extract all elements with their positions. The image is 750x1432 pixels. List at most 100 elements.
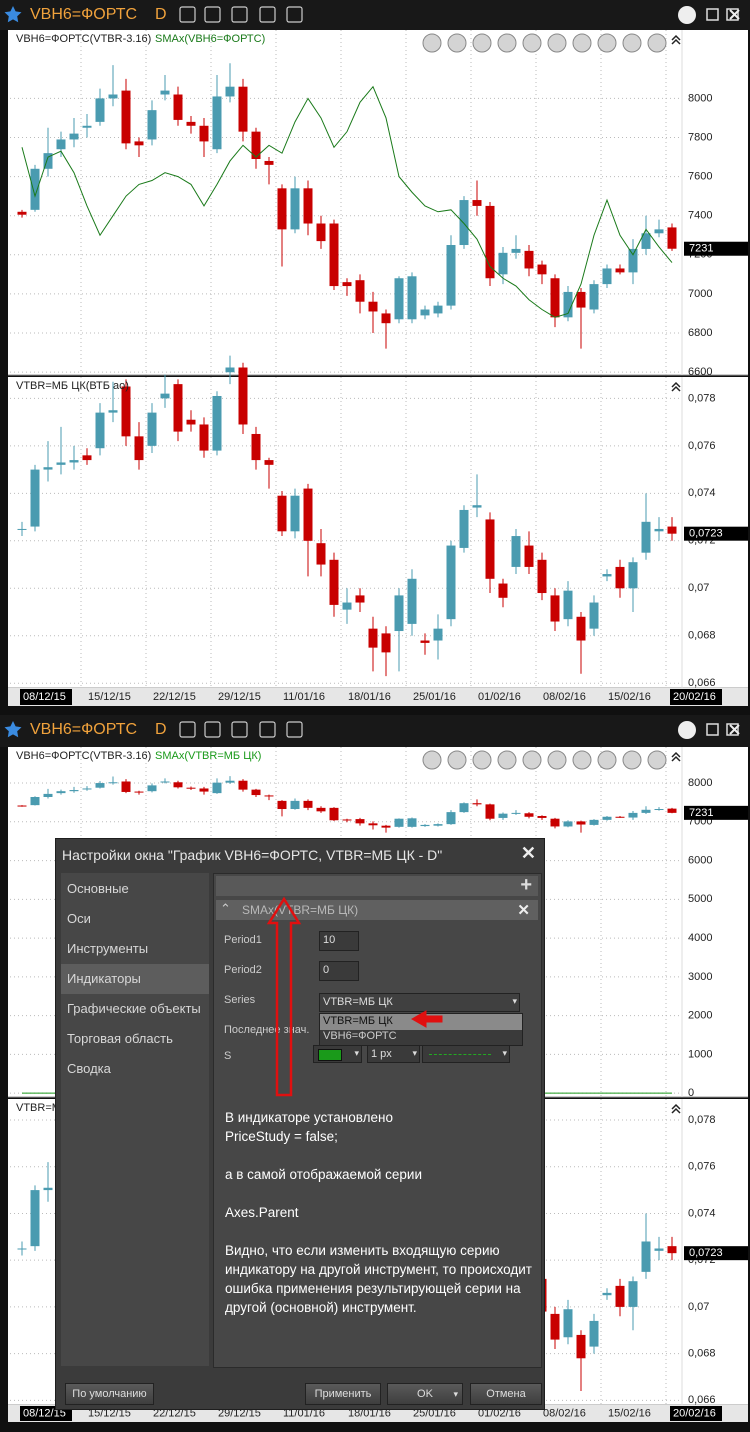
- color-picker[interactable]: ▾: [313, 1045, 362, 1063]
- y-tick-label: 0,076: [688, 1161, 716, 1173]
- period1-input[interactable]: 10: [319, 931, 359, 951]
- candle-body: [407, 818, 417, 827]
- nav-button[interactable]: [497, 33, 517, 53]
- nav-button[interactable]: [422, 750, 442, 770]
- menu-item[interactable]: Торговая область: [67, 1031, 173, 1046]
- candle-body: [563, 291, 573, 318]
- nav-button[interactable]: [497, 750, 517, 770]
- menu-item[interactable]: Оси: [67, 911, 91, 926]
- apply-button[interactable]: Применить: [305, 1383, 381, 1405]
- nav-button[interactable]: [447, 750, 467, 770]
- window-button[interactable]: [726, 723, 739, 736]
- toolbar-icon[interactable]: [204, 721, 221, 738]
- candle-body: [602, 574, 612, 577]
- candle-body: [381, 633, 391, 653]
- window-button[interactable]: [706, 723, 719, 736]
- candle-body: [537, 559, 547, 594]
- dropdown-arrow: ▾: [502, 1048, 507, 1058]
- field-label: Последнее знач.: [224, 1024, 310, 1036]
- candle-body: [186, 121, 196, 126]
- nav-button[interactable]: [597, 750, 617, 770]
- nav-button[interactable]: [572, 33, 592, 53]
- series-option[interactable]: VBH6=ФОРТС: [323, 1030, 397, 1042]
- close-button[interactable]: [729, 724, 740, 735]
- toolbar-icon[interactable]: [286, 721, 303, 738]
- nav-button[interactable]: [472, 750, 492, 770]
- close-button[interactable]: ✕: [520, 843, 536, 863]
- y-tick-label: 7000: [688, 288, 712, 300]
- candle-body: [17, 1248, 27, 1250]
- candle-body: [212, 395, 222, 451]
- nav-button[interactable]: [647, 33, 667, 53]
- remove-button[interactable]: ✕: [517, 902, 530, 919]
- nav-button[interactable]: [622, 750, 642, 770]
- nav-button[interactable]: [572, 750, 592, 770]
- width-value: 1 px: [371, 1048, 392, 1060]
- toolbar-icon[interactable]: [286, 6, 303, 23]
- toolbar-icon[interactable]: [179, 721, 196, 738]
- star-icon[interactable]: [4, 721, 22, 738]
- candle-body: [186, 787, 196, 789]
- title-bar: [0, 715, 750, 747]
- add-button[interactable]: +: [520, 874, 532, 896]
- sma-line: [21, 85, 673, 318]
- candle-body: [277, 188, 287, 230]
- menu-item[interactable]: Графические объекты: [67, 1001, 201, 1016]
- ok-button[interactable]: OK ▾: [387, 1383, 463, 1405]
- style-select[interactable]: ▾: [422, 1045, 510, 1063]
- menu-item[interactable]: Сводка: [67, 1061, 111, 1076]
- close-button[interactable]: [729, 9, 740, 20]
- toolbar-icon[interactable]: [259, 721, 276, 738]
- candle-body: [108, 782, 118, 784]
- date-axis: [8, 688, 748, 706]
- star-icon[interactable]: [4, 6, 22, 23]
- scroll-up-icon[interactable]: [671, 381, 681, 392]
- candle-body: [56, 791, 66, 794]
- candle-body: [56, 462, 66, 465]
- nav-button[interactable]: [647, 750, 667, 770]
- candle-body: [329, 807, 339, 821]
- currency-button[interactable]: [678, 6, 696, 24]
- cancel-button[interactable]: Отмена: [470, 1383, 542, 1405]
- nav-button[interactable]: [597, 33, 617, 53]
- toolbar-icon[interactable]: [259, 6, 276, 23]
- date-label: 29/12/15: [218, 691, 261, 703]
- candle-body: [524, 545, 534, 567]
- nav-button[interactable]: [547, 750, 567, 770]
- toolbar-icon[interactable]: [231, 721, 248, 738]
- y-tick-label: 2000: [688, 1010, 712, 1022]
- toolbar-icon[interactable]: [179, 6, 196, 23]
- window-button[interactable]: [726, 8, 739, 21]
- candle-body: [147, 110, 157, 140]
- candle-body: [290, 495, 300, 532]
- scroll-up-icon[interactable]: [671, 1103, 681, 1114]
- scroll-up-icon[interactable]: [671, 751, 681, 762]
- currency-button[interactable]: [678, 721, 696, 739]
- scroll-up-icon[interactable]: [671, 34, 681, 45]
- nav-button[interactable]: [522, 33, 542, 53]
- candle-body: [277, 495, 287, 532]
- nav-button[interactable]: [622, 33, 642, 53]
- collapse-icon[interactable]: ⌃: [220, 901, 231, 916]
- nav-button[interactable]: [447, 33, 467, 53]
- menu-item[interactable]: Индикаторы: [61, 964, 209, 994]
- nav-button[interactable]: [472, 33, 492, 53]
- window-button[interactable]: [706, 8, 719, 21]
- toolbar-icon[interactable]: [204, 6, 221, 23]
- menu-item[interactable]: Основные: [67, 881, 129, 896]
- y-tick-label: 0,07: [688, 1301, 709, 1313]
- default-button[interactable]: По умолчанию: [65, 1383, 154, 1405]
- series-select[interactable]: VTBR=МБ ЦК ▾: [319, 993, 520, 1012]
- nav-button[interactable]: [522, 750, 542, 770]
- nav-button[interactable]: [422, 33, 442, 53]
- nav-button[interactable]: [547, 33, 567, 53]
- period2-input[interactable]: 0: [319, 961, 359, 981]
- candle-body: [433, 824, 443, 826]
- candle-body: [199, 424, 209, 451]
- last-price-label: 7231: [689, 243, 713, 255]
- candle-body: [238, 86, 248, 132]
- candle-body: [550, 278, 560, 318]
- width-select[interactable]: 1 px ▾: [367, 1045, 420, 1063]
- toolbar-icon[interactable]: [231, 6, 248, 23]
- menu-item[interactable]: Инструменты: [67, 941, 149, 956]
